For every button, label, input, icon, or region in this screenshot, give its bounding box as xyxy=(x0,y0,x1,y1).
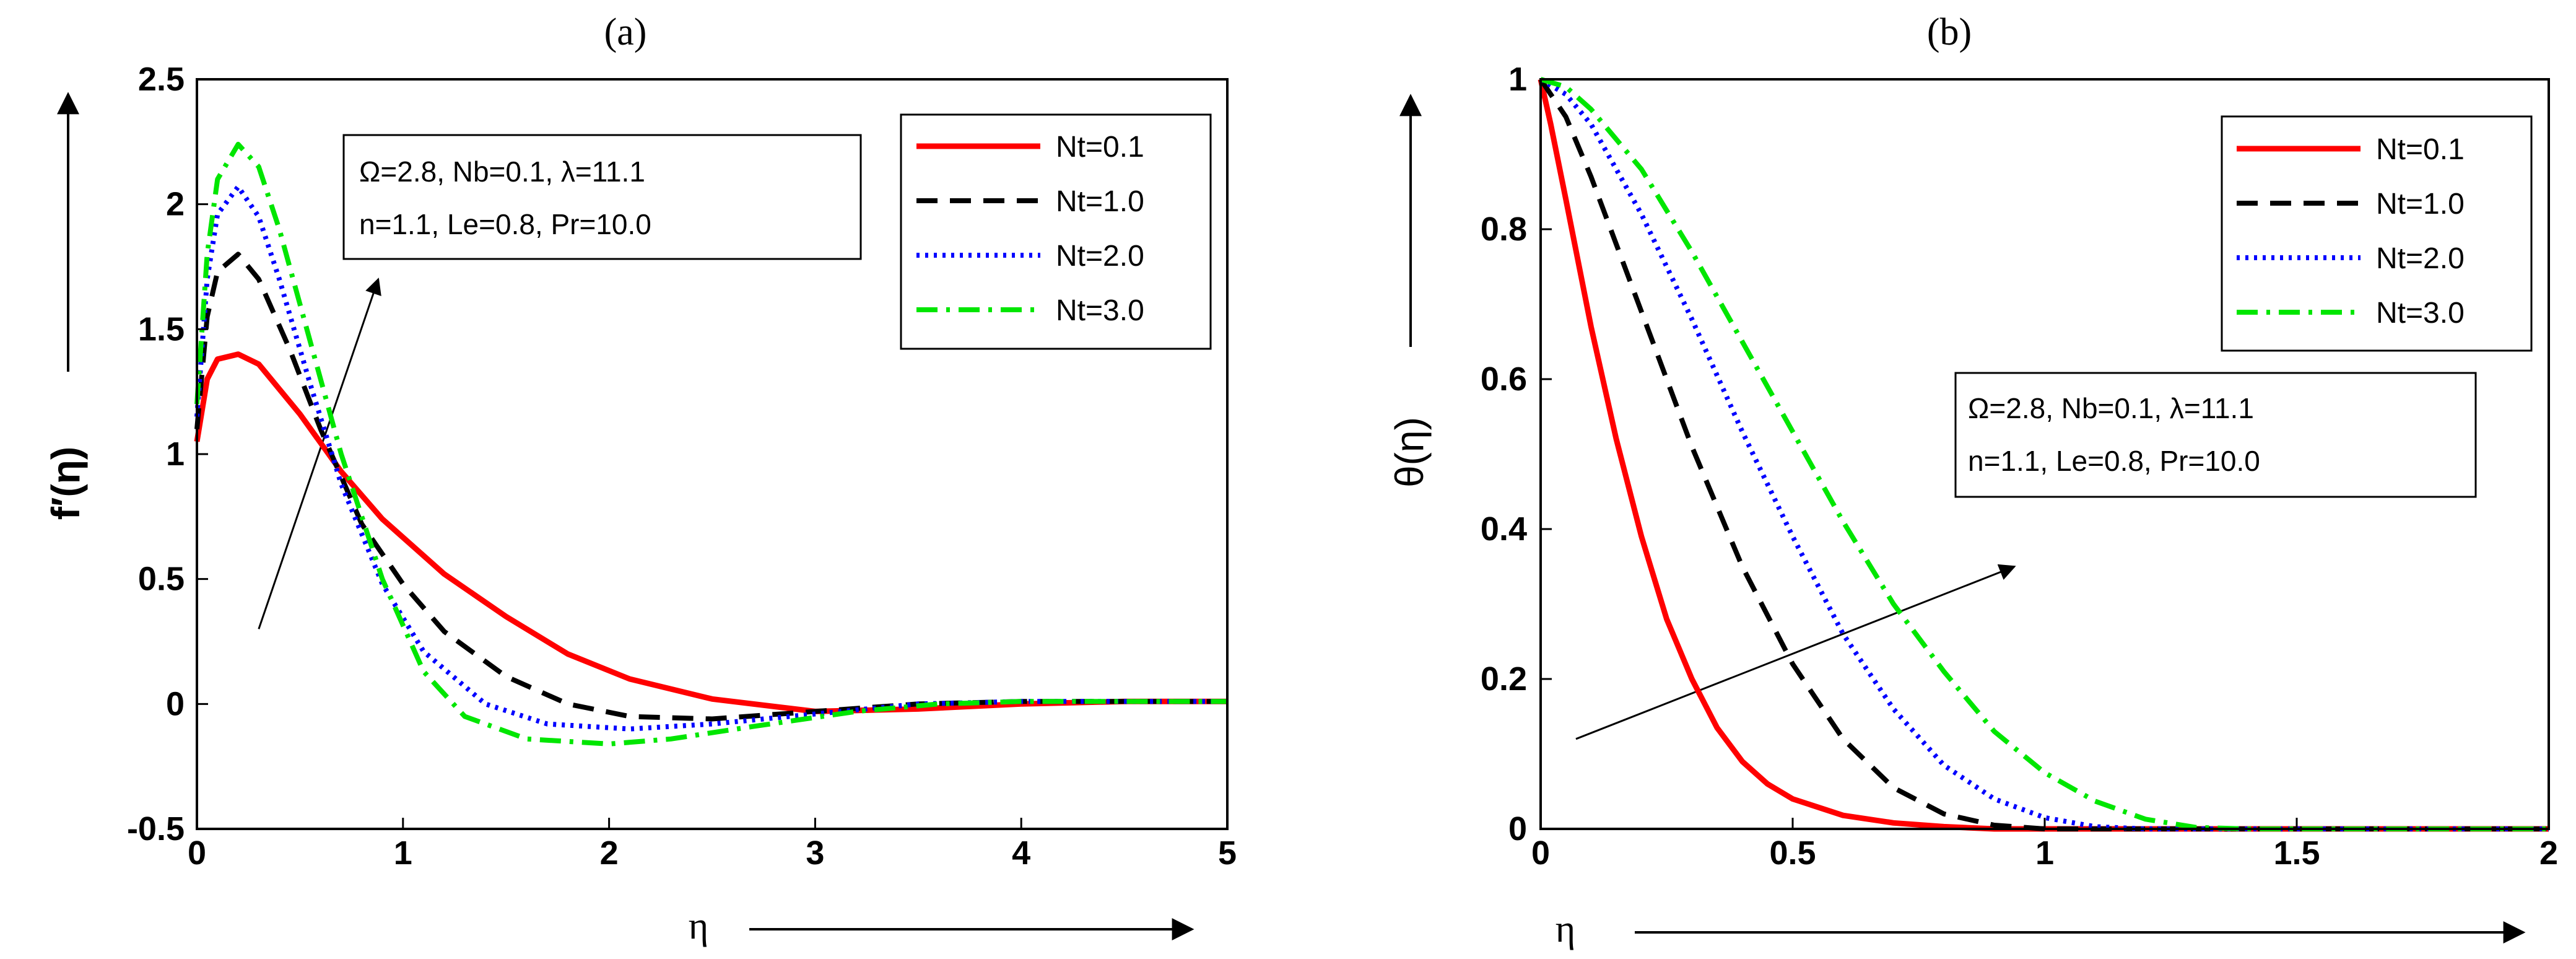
panel-b-annotation-line-1: Ω=2.8, Nb=0.1, λ=11.1 xyxy=(1968,392,2254,424)
panel-a-legend: Nt=0.1 Nt=1.0 Nt=2.0 Nt=3.0 xyxy=(900,113,1212,350)
panel-a-x-label: η xyxy=(689,905,708,947)
panel-a-plot-area xyxy=(194,141,1227,747)
panel-a-legend-label: Nt=1.0 xyxy=(1056,185,1144,218)
panel-b-x-tick-label: 0.5 xyxy=(1769,834,1816,872)
panel-a-annotation-line-1: Ω=2.8, Nb=0.1, λ=11.1 xyxy=(359,155,645,188)
panel-a-y-tick-label: 2 xyxy=(166,186,185,223)
panel-b-y-tick-label: 0.4 xyxy=(1481,510,1527,548)
panel-b-y-tick-label: 0 xyxy=(1508,810,1527,847)
panel-b-legend-entries: Nt=0.1 Nt=1.0 Nt=2.0 Nt=3.0 xyxy=(2237,133,2465,330)
panel-a-x-tick-label: 3 xyxy=(806,834,824,872)
panel-b-annotation-box xyxy=(1954,372,2477,498)
panel-b-y-tick-label: 0.2 xyxy=(1481,660,1527,698)
panel-a-y-tick-label: 1 xyxy=(166,436,185,473)
panel-b-label: (b) xyxy=(1927,11,1972,53)
panel-b-legend-label: Nt=1.0 xyxy=(2376,188,2465,221)
panel-a-x-tick-label: 1 xyxy=(394,834,412,872)
panel-b: (b) 0 0.2 0.4 0.6 0.8 1 0 0.5 1 1.5 2 θ(η) η Ω=2.8… xyxy=(1387,11,2558,950)
panel-b-x-tick-label: 1 xyxy=(2035,834,2054,872)
panel-a-ticks: -0.500.511.522.50 1 2 3 4 5 xyxy=(127,61,1237,872)
panel-b-annotation: Ω=2.8, Nb=0.1, λ=11.1 n=1.1, Le=0.8, Pr=… xyxy=(1954,372,2477,498)
panel-a-x-label-group: η xyxy=(689,905,1194,947)
panel-b-ticks: 0 0.2 0.4 0.6 0.8 1 0 0.5 1 1.5 2 xyxy=(1481,61,2558,872)
panel-a-legend-label: Nt=2.0 xyxy=(1056,240,1144,273)
panel-a-series-nt30 xyxy=(194,141,1227,747)
panel-b-x-label: η xyxy=(1556,908,1575,950)
panel-b-y-label-group: θ(η) xyxy=(1387,94,1432,488)
panel-a-legend-label: Nt=3.0 xyxy=(1056,294,1144,327)
panel-a-y-tick-label: 1.5 xyxy=(138,310,185,348)
panel-a-x-tick-label: 0 xyxy=(188,834,206,872)
panel-a-annotation-line-2: n=1.1, Le=0.8, Pr=10.0 xyxy=(359,208,651,240)
panel-b-y-label: θ(η) xyxy=(1387,417,1432,488)
panel-b-legend-label: Nt=3.0 xyxy=(2376,297,2465,330)
panel-b-x-tick-label: 2 xyxy=(2539,834,2558,872)
panel-a-x-tick-label: 2 xyxy=(600,834,619,872)
panel-a-legend-label: Nt=0.1 xyxy=(1056,131,1144,164)
panel-a-axes-box xyxy=(196,78,1229,830)
panel-b-x-label-group: η xyxy=(1556,908,2526,950)
panel-a-y-label: f′(η) xyxy=(43,447,88,520)
panel-a-legend-entries: Nt=0.1 Nt=1.0 Nt=2.0 Nt=3.0 xyxy=(916,131,1144,327)
panel-a-y-label-group: f′(η) xyxy=(43,92,88,520)
panel-b-y-tick-label: 0.6 xyxy=(1481,361,1527,398)
panel-b-y-tick-label: 0.8 xyxy=(1481,211,1527,248)
panel-b-legend-box xyxy=(2221,115,2533,352)
panel-a: (a) -0.500.511.522.50 1 2 3 4 5 f′(η) η Ω=2.8… xyxy=(43,11,1237,947)
panel-a-x-tick-label: 5 xyxy=(1218,834,1237,872)
panel-a-y-tick-label: 2.5 xyxy=(138,61,185,98)
panel-a-x-tick-label: 4 xyxy=(1012,834,1030,872)
panel-a-annotation-box xyxy=(342,134,862,260)
panel-b-y-tick-label: 1 xyxy=(1508,61,1527,98)
panel-b-trend-arrow xyxy=(1575,564,2016,740)
panel-b-legend-label: Nt=0.1 xyxy=(2376,133,2465,166)
panel-a-annotation: Ω=2.8, Nb=0.1, λ=11.1 n=1.1, Le=0.8, Pr=… xyxy=(342,134,862,260)
panel-a-y-tick-label: 0.5 xyxy=(138,561,185,598)
panel-a-trend-arrow xyxy=(258,278,381,629)
panel-b-x-tick-label: 1.5 xyxy=(2273,834,2320,872)
panel-b-legend: Nt=0.1 Nt=1.0 Nt=2.0 Nt=3.0 xyxy=(2221,115,2533,352)
panel-a-legend-box xyxy=(900,113,1212,350)
panel-a-y-tick-label: -0.5 xyxy=(127,810,185,847)
panel-b-x-tick-label: 0 xyxy=(1531,834,1550,872)
panel-b-series-nt30 xyxy=(1539,77,2549,831)
panel-a-label: (a) xyxy=(604,11,647,53)
panel-b-legend-label: Nt=2.0 xyxy=(2376,242,2465,275)
panel-b-annotation-line-2: n=1.1, Le=0.8, Pr=10.0 xyxy=(1968,445,2260,477)
panel-a-y-tick-label: 0 xyxy=(166,685,185,722)
panel-b-axes-box xyxy=(1539,78,2550,830)
panel-a-series-nt01 xyxy=(194,351,1227,714)
